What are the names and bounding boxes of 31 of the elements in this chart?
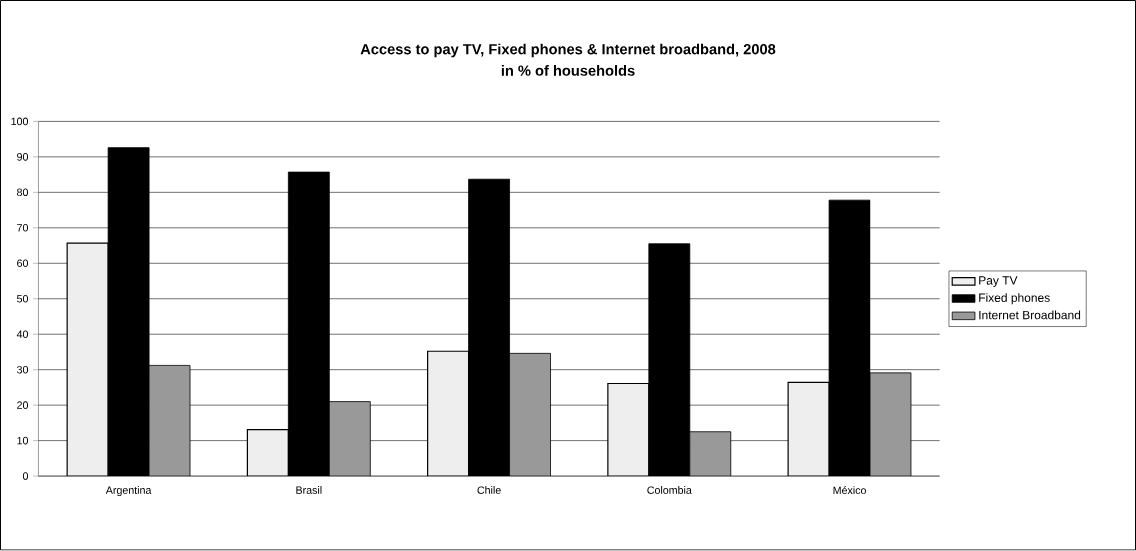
bar — [66, 242, 109, 477]
x-tick-label: Colombia — [647, 486, 692, 495]
y-tick-label: 40 — [16, 330, 29, 339]
y-tick-label: 30 — [16, 366, 29, 374]
x-tick-label: Chile — [477, 486, 501, 495]
bar — [427, 350, 470, 477]
legend-label: Internet Broadband — [979, 310, 1081, 320]
x-tick-label: Argentina — [105, 486, 152, 497]
bar — [607, 383, 650, 477]
legend-label: Pay TV — [979, 276, 1018, 288]
y-tick-label: 20 — [17, 401, 29, 410]
chart-subtitle: in % of households — [501, 65, 635, 77]
y-tick-label: 100 — [11, 117, 29, 126]
bar — [246, 429, 289, 477]
x-tick-label: México — [833, 486, 866, 495]
y-tick-label: 0 — [22, 472, 29, 481]
chart-title: Access to pay TV, Fixed phones & Internet broadband, 2008 — [360, 43, 776, 58]
y-tick-label: 10 — [17, 437, 29, 445]
legend-label: Fixed phones — [979, 293, 1050, 305]
x-tick-label: Brasil — [296, 486, 322, 495]
bar — [869, 372, 912, 477]
bar — [328, 401, 371, 477]
y-tick-label: 70 — [17, 224, 29, 232]
bar — [787, 382, 830, 477]
bar — [148, 365, 191, 477]
y-tick-label: 80 — [17, 188, 29, 197]
bar — [509, 353, 551, 477]
y-tick-label: 50 — [17, 295, 29, 303]
bar — [689, 431, 732, 477]
y-tick-label: 60 — [17, 259, 29, 268]
y-tick-label: 90 — [17, 153, 29, 161]
